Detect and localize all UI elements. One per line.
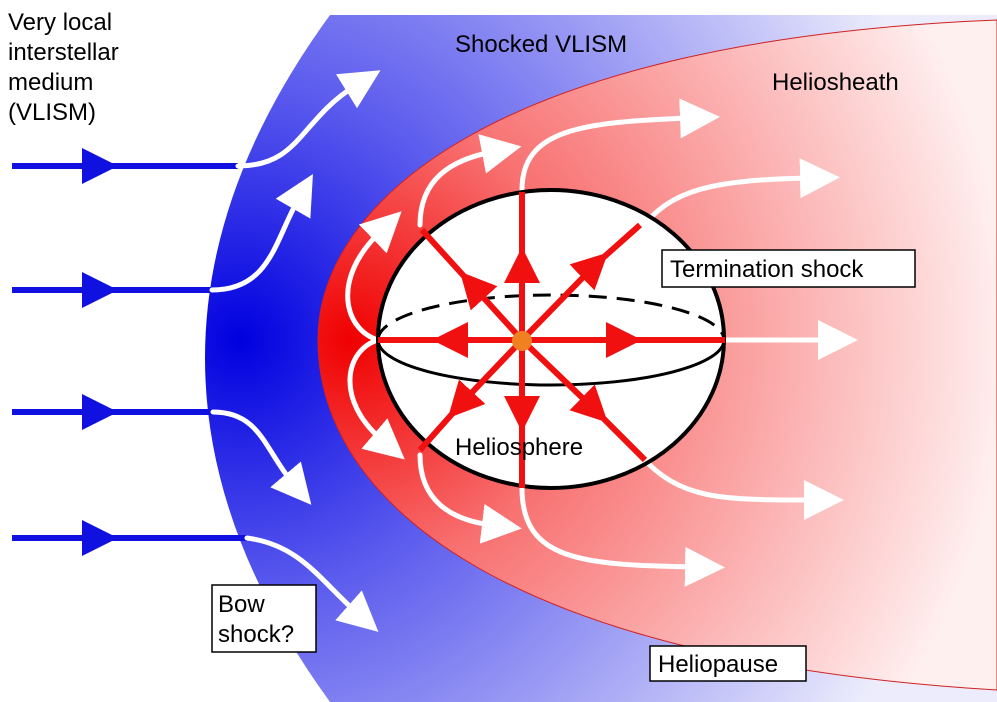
bow-shock-label: shock? [218,621,294,648]
heliosphere-label: Heliosphere [455,434,583,461]
vlism-label: interstellar [8,39,119,66]
sun [512,331,532,351]
flow-line [235,70,381,169]
shocked-vlism-label: Shocked VLISM [455,31,627,58]
flow-line [417,452,522,544]
flow-line [637,452,844,520]
label-box [211,584,317,653]
flow-line [417,134,522,228]
equator-back [376,293,726,341]
flow-line [209,173,313,293]
vlism-label: medium [8,69,93,96]
flow-line [210,409,312,505]
flow-line [519,98,720,193]
flow-line [244,535,379,632]
termination-shock-label: Termination shock [670,256,864,283]
vlism-label: (VLISM) [8,99,96,126]
equator-front [376,339,726,387]
solar-wind [417,337,525,452]
solar-wind [519,222,642,343]
labels: Very local interstellar medium (VLISM) S… [8,9,916,682]
flow-line [519,485,725,587]
vlism-label: Very local [8,9,112,36]
flow-line [345,211,402,343]
label-box [649,645,807,682]
heliopause-label: Heliopause [658,651,778,678]
solar-wind [519,337,648,463]
solar-wind [419,227,525,343]
heliosheath-label: Heliosheath [772,69,899,96]
label-box [661,249,916,288]
bow-shock-label: Bow [218,591,265,618]
flow-line [347,337,405,460]
heliosphere [376,188,726,490]
